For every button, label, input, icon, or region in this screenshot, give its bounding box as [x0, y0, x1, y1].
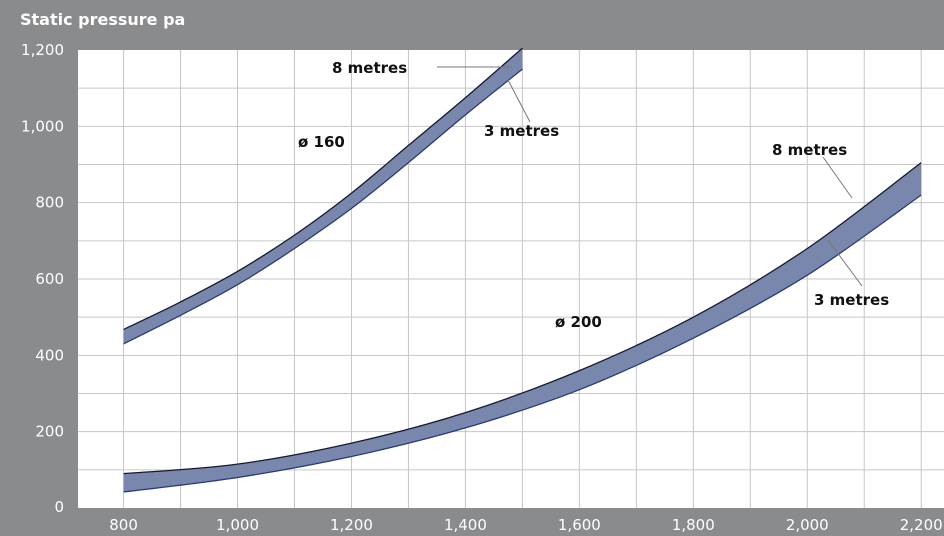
y-tick-label: 1,200 — [21, 41, 64, 59]
label-160-8-metres: 8 metres — [332, 59, 407, 77]
x-tick-label: 2,000 — [786, 516, 829, 534]
x-tick-label: 1,400 — [444, 516, 487, 534]
label-200-3-metres: 3 metres — [814, 291, 889, 309]
label-160-3-metres: 3 metres — [484, 122, 559, 140]
chart-title: Static pressure pa — [20, 10, 186, 29]
x-tick-label: 1,600 — [558, 516, 601, 534]
y-tick-label: 600 — [35, 270, 64, 288]
x-axis: 800 1,000 1,200 1,400 1,600 1,800 2,000 2,200 — [109, 516, 942, 534]
x-tick-label: 1,200 — [330, 516, 373, 534]
y-tick-label: 1,000 — [21, 117, 64, 135]
grid — [78, 50, 944, 508]
upper-line-0 — [123, 47, 523, 330]
y-tick-label: 800 — [35, 194, 64, 212]
upper-line-1 — [123, 162, 922, 475]
y-axis: 0 200 400 600 800 1,000 1,200 — [21, 41, 64, 516]
y-tick-label: 400 — [35, 346, 64, 364]
annotations: 8 metres 3 metres ø 160 8 metres 3 metre… — [298, 59, 889, 331]
band-fill-0 — [123, 48, 523, 344]
label-200-8-metres: 8 metres — [772, 141, 847, 159]
lower-line-0 — [123, 68, 523, 345]
x-tick-label: 2,200 — [900, 516, 943, 534]
x-tick-label: 800 — [109, 516, 138, 534]
y-tick-label: 0 — [54, 498, 64, 516]
label-160-diameter: ø 160 — [298, 133, 345, 151]
lower-line-1 — [123, 194, 922, 493]
y-tick-label: 200 — [35, 423, 64, 441]
leader-160-3m — [507, 79, 531, 123]
leader-200-8m — [822, 156, 853, 199]
x-tick-label: 1,000 — [216, 516, 259, 534]
bands — [123, 47, 922, 493]
x-tick-label: 1,800 — [672, 516, 715, 534]
label-200-diameter: ø 200 — [555, 313, 602, 331]
leader-200-3m — [827, 239, 863, 287]
